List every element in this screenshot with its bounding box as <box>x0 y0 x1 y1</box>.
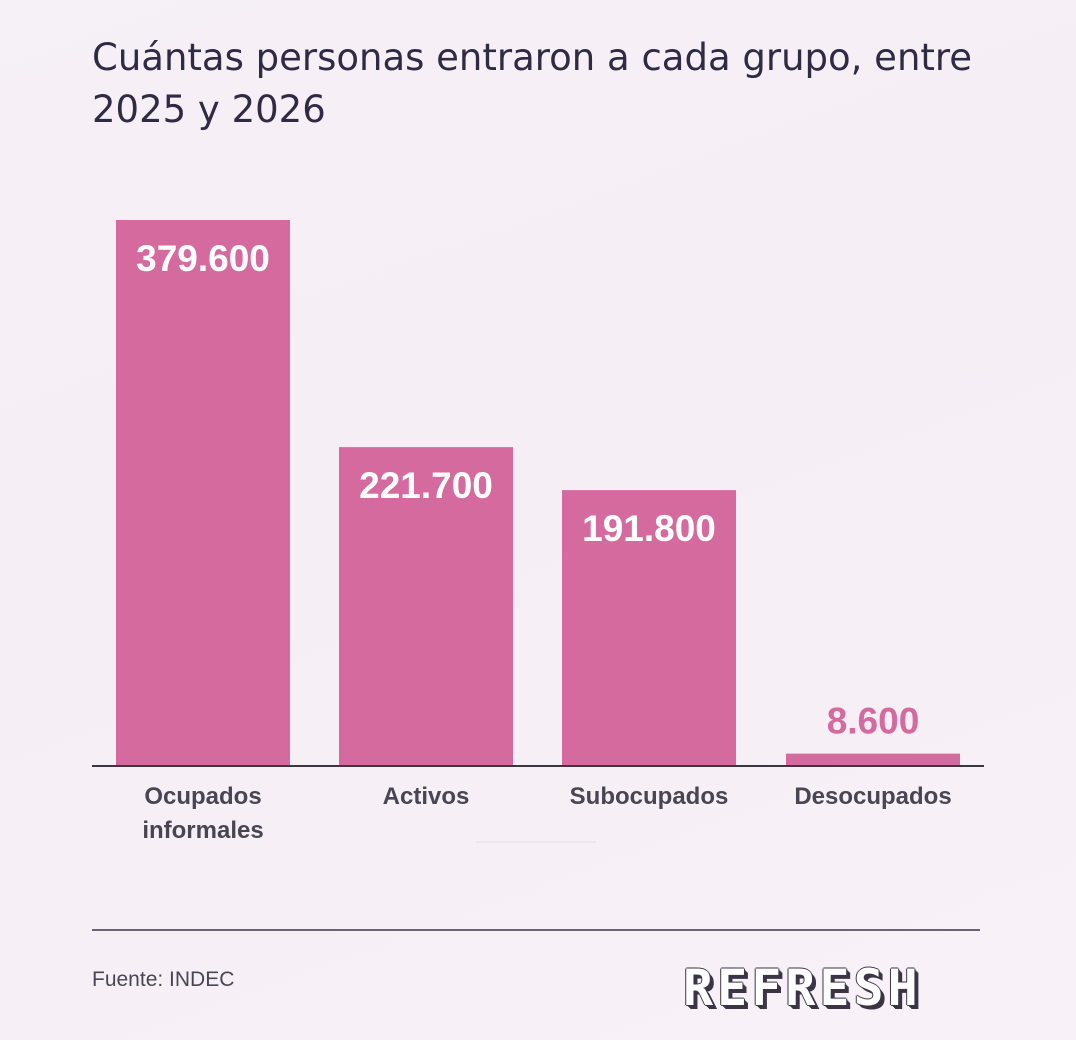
bar-1 <box>116 220 290 766</box>
bar-value-label-4: 8.600 <box>827 701 920 742</box>
category-label-1-line-2: informales <box>142 817 263 844</box>
source-note: Fuente: INDEC <box>92 968 235 991</box>
category-label-1-line-1: Ocupados <box>144 783 261 810</box>
category-label-2: Activos <box>383 783 470 810</box>
bar-3 <box>562 490 736 766</box>
category-label-3: Subocupados <box>570 783 729 810</box>
brand-wordmark: REFRESH <box>683 959 922 1017</box>
bar-value-label-2: 221.700 <box>359 465 493 506</box>
chart-title: Cuántas personas entraron a cada grupo, … <box>92 36 973 131</box>
bar-value-label-1: 379.600 <box>136 238 270 279</box>
refresh-logo: REFRESH <box>683 960 983 1016</box>
category-label-4: Desocupados <box>794 783 951 810</box>
footer-divider <box>92 929 980 931</box>
bar-2 <box>339 447 513 766</box>
bar-value-label-3: 191.800 <box>582 508 716 549</box>
bar-4 <box>786 753 960 766</box>
